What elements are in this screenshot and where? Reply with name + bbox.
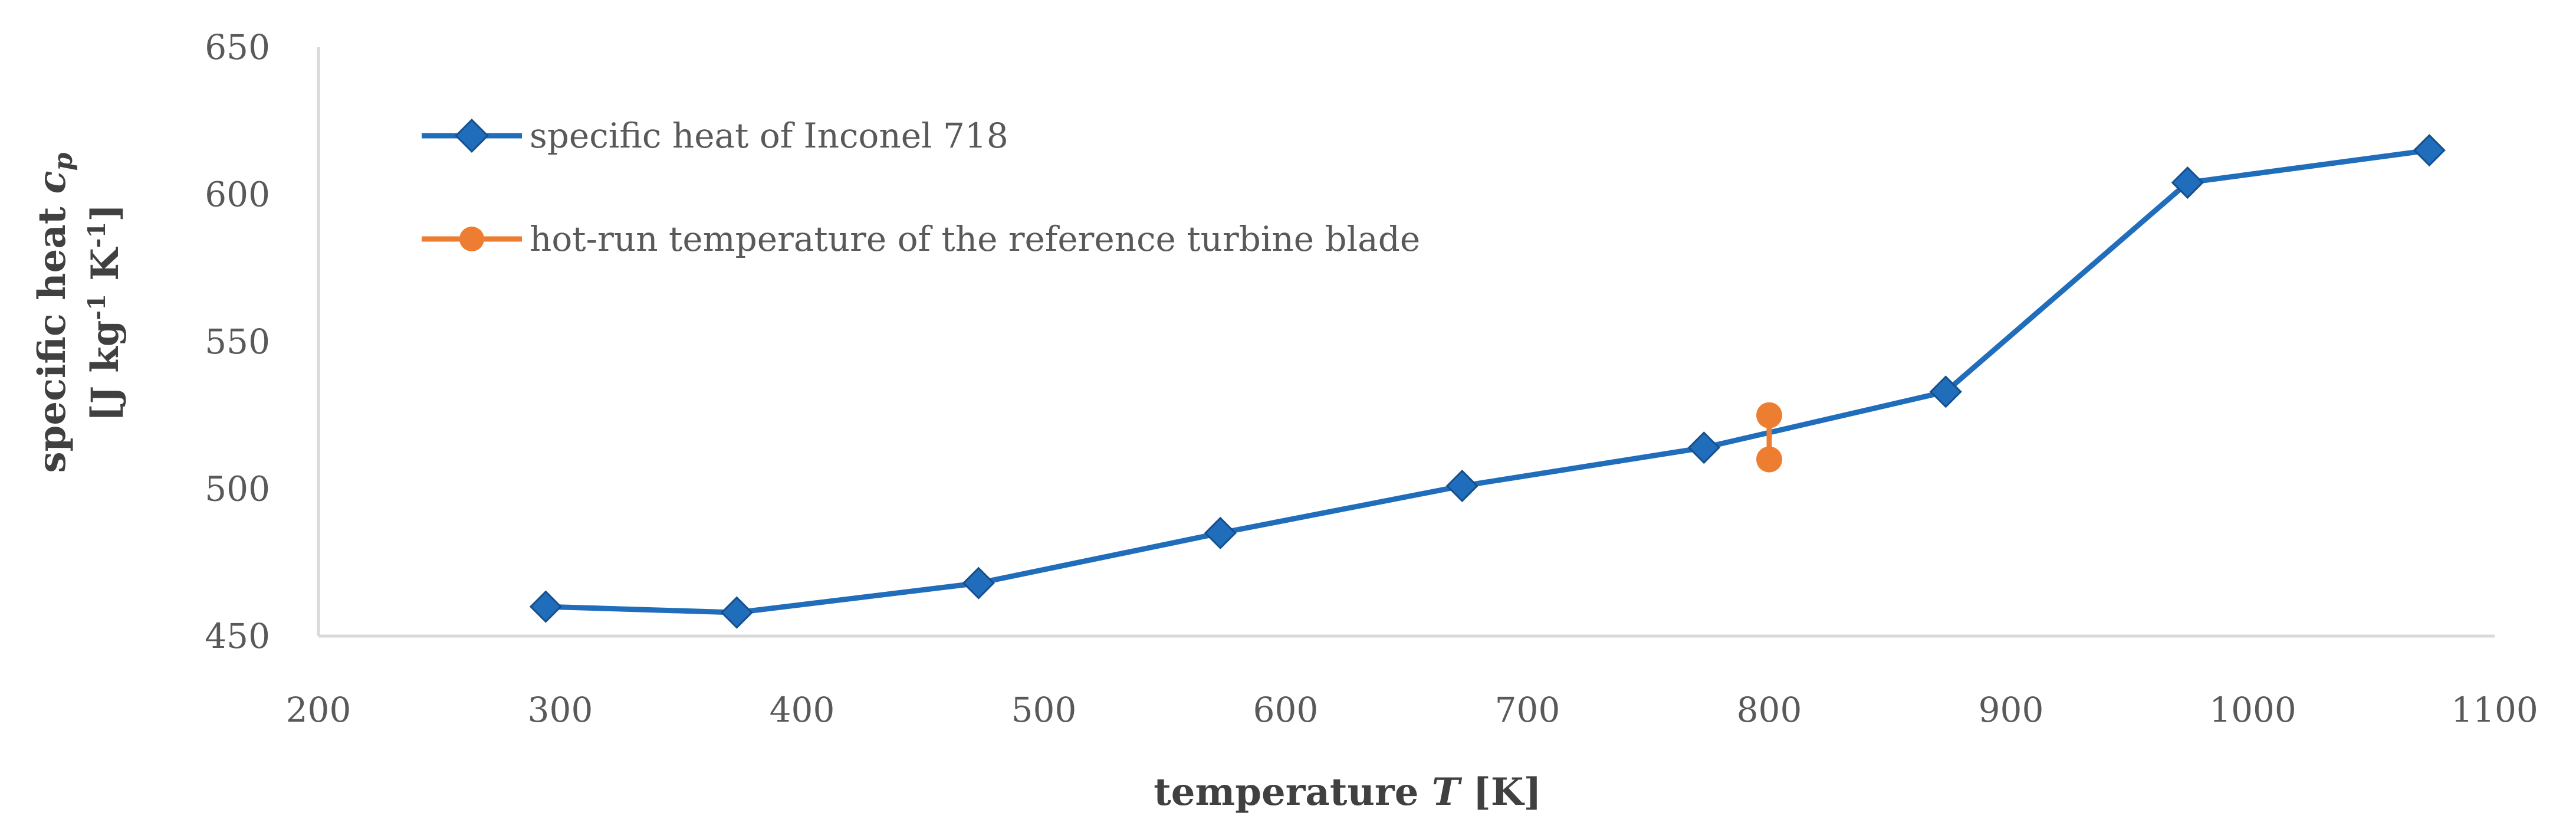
x-tick-label: 1000 [2209, 690, 2296, 730]
y-tick-label: 600 [205, 175, 270, 215]
y-tick-labels: 450 500 550 600 650 [205, 27, 270, 656]
legend-label-inconel: specific heat of Inconel 718 [530, 116, 1008, 156]
y-tick-label: 450 [205, 616, 270, 656]
x-tick-label: 700 [1495, 690, 1560, 730]
y-tick-label: 650 [205, 27, 270, 67]
x-axis-title: temperature T [K] [1154, 770, 1542, 814]
x-tick-label: 300 [528, 690, 593, 730]
legend: specific heat of Inconel 718 hot-run tem… [422, 116, 1420, 259]
y-tick-label: 500 [205, 469, 270, 509]
legend-entry-inconel: specific heat of Inconel 718 [422, 116, 1008, 156]
x-tick-label: 800 [1737, 690, 1802, 730]
data-point [1929, 375, 1962, 408]
data-point [1756, 402, 1782, 428]
y-axis-title: specific heat cp [J kg-1 K-1] [30, 152, 127, 473]
series-1 [1756, 402, 1782, 473]
data-point [1687, 431, 1720, 464]
data-point [720, 596, 753, 629]
x-tick-label: 500 [1011, 690, 1077, 730]
y-axis-title-line1: specific heat cp [30, 152, 78, 473]
x-tick-label: 600 [1253, 690, 1319, 730]
data-point [2413, 134, 2446, 167]
x-tick-label: 900 [1979, 690, 2044, 730]
legend-label-hot-run: hot-run temperature of the reference tur… [530, 219, 1420, 259]
legend-entry-hot-run: hot-run temperature of the reference tur… [422, 219, 1420, 259]
y-tick-label: 550 [205, 322, 270, 362]
series-0 [529, 134, 2446, 629]
data-point [1204, 516, 1237, 549]
data-point [962, 566, 995, 600]
series-layer [529, 134, 2446, 629]
data-point [1756, 446, 1782, 473]
data-point [2171, 166, 2204, 199]
x-tick-label: 200 [286, 690, 351, 730]
x-tick-labels: 200 300 400 500 600 700 800 900 1000 1100 [286, 690, 2538, 730]
legend-marker-diamond [455, 119, 489, 153]
x-tick-label: 1100 [2451, 690, 2538, 730]
legend-marker-circle [459, 227, 484, 251]
y-axis-title-line2: [J kg-1 K-1] [83, 204, 127, 422]
x-tick-label: 400 [770, 690, 835, 730]
data-point [529, 590, 562, 623]
data-point [1445, 469, 1478, 503]
